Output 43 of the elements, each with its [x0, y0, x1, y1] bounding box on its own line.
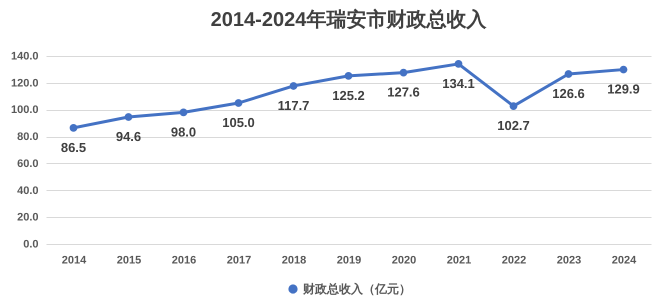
data-label: 94.6 [116, 128, 142, 144]
point [510, 102, 518, 110]
data-label: 134.1 [442, 76, 475, 91]
point [564, 70, 572, 78]
chart-title: 2014-2024年瑞安市财政总收入 [210, 8, 488, 31]
point [454, 60, 462, 68]
y-tick-label: 100.0 [10, 104, 38, 116]
data-label: 117.7 [278, 98, 310, 113]
x-tick-label: 2024 [612, 254, 638, 266]
data-label: 127.6 [387, 84, 420, 100]
x-tick-label: 2015 [116, 254, 142, 266]
point [620, 66, 628, 74]
x-tick-label: 2019 [336, 254, 362, 266]
data-label: 86.5 [60, 140, 86, 155]
x-tick-label: 2023 [556, 254, 582, 266]
y-tick-label: 40.0 [17, 184, 38, 197]
x-tick-label: 2021 [446, 254, 472, 266]
data-label: 102.7 [497, 118, 530, 134]
data-label: 125.2 [332, 88, 365, 103]
data-label: 98.0 [170, 124, 196, 140]
point [180, 108, 188, 116]
point [290, 82, 298, 90]
data-label: 126.6 [552, 86, 585, 101]
point [70, 124, 78, 132]
y-tick-label: 20.0 [17, 212, 38, 224]
y-tick-label: 120.0 [10, 77, 38, 90]
data-label: 129.9 [607, 82, 640, 97]
y-tick-label: 80.0 [17, 131, 38, 144]
y-tick-label: 140.0 [10, 50, 38, 62]
y-tick-label: 0.0 [23, 238, 38, 250]
y-tick-label: 60.0 [17, 158, 38, 170]
x-tick-label: 2022 [502, 254, 526, 266]
data-label: 105.0 [222, 115, 255, 130]
point [400, 68, 408, 77]
x-tick-label: 2017 [226, 254, 252, 266]
x-tick-label: 2016 [172, 254, 196, 266]
point [124, 113, 132, 121]
point [234, 99, 242, 107]
x-tick-label: 2014 [62, 254, 88, 266]
x-tick-label: 2018 [282, 254, 306, 266]
point [344, 72, 352, 80]
legend-label: 财政总收入（亿元） [302, 282, 411, 296]
x-tick-label: 2020 [392, 254, 416, 266]
